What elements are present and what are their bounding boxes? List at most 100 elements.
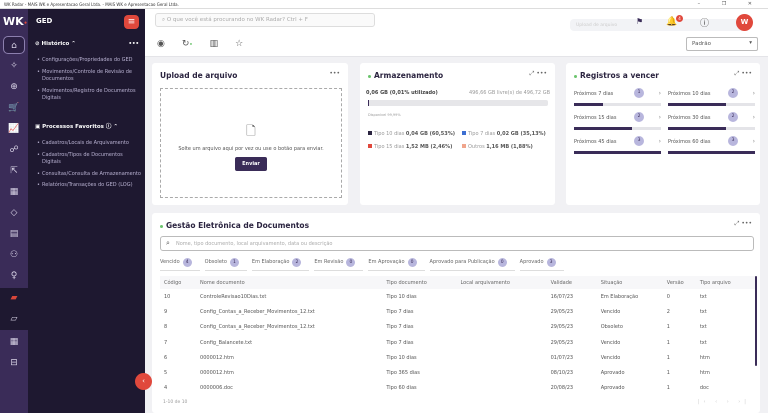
help-icon[interactable]: ⓘ — [700, 19, 710, 29]
sidebar-link[interactable]: Consultas/Consulta de Armazenamento — [37, 171, 141, 179]
building-icon[interactable]: ▥ — [209, 39, 219, 49]
tag-icon[interactable]: ◇ — [10, 208, 18, 218]
chevron-right-icon[interactable]: › — [658, 114, 661, 121]
status-count-badge: 3 — [546, 258, 556, 267]
table-row[interactable]: 6 0000012.htm Tipo 10 dias 01/07/23 Vencido 1… — [160, 350, 756, 365]
document-export-icon[interactable]: ⇱ — [10, 166, 18, 176]
calculator-icon[interactable]: ▦ — [9, 337, 19, 347]
sidebar-link[interactable]: Cadastros/Locais de Arquivamento — [37, 140, 141, 148]
registro-item[interactable]: Próximos 7 dias 1 › — [574, 88, 661, 106]
more-icon[interactable]: ••• — [741, 70, 752, 77]
more-icon[interactable]: ••• — [329, 70, 340, 77]
column-header[interactable]: Nome documento — [196, 276, 383, 289]
chevron-right-icon[interactable]: › — [752, 90, 755, 97]
folder-icon[interactable]: ▱ — [0, 309, 28, 330]
bell-icon[interactable]: 🔔 — [666, 17, 678, 27]
legend-swatch — [462, 131, 466, 135]
expand-icon[interactable]: ⤢ — [734, 220, 740, 227]
flag-icon[interactable]: ⚑ — [636, 17, 644, 26]
eye-icon[interactable]: ◉ — [157, 39, 165, 49]
more-icon[interactable]: ••• — [128, 41, 139, 47]
status-count-badge: 4 — [182, 258, 192, 267]
registro-label: Próximos 30 dias — [668, 115, 711, 121]
status-tab[interactable]: Em Aprovação 0 — [368, 258, 425, 271]
star-icon[interactable]: ☆ — [235, 39, 244, 49]
status-tab[interactable]: Obsoleto 1 — [204, 258, 247, 271]
table-cell — [456, 335, 546, 350]
pagination-controls[interactable]: |‹ ‹ › ›| — [697, 399, 750, 405]
layout-select[interactable]: Padrão — [686, 37, 758, 51]
folder-ged-icon[interactable]: ▰ — [0, 288, 28, 309]
table-cell: 1 — [666, 385, 670, 392]
collapse-sidebar-button[interactable]: ‹ — [135, 373, 152, 390]
global-search-input[interactable]: ⌕ O que você está procurando no WK Radar… — [155, 13, 375, 27]
expand-icon[interactable]: ⤢ — [734, 70, 740, 77]
lightbulb-icon[interactable]: ♀ — [10, 271, 18, 281]
info-icon[interactable]: ⓘ — [105, 124, 112, 130]
registro-item[interactable]: Próximos 10 dias 2 › — [668, 88, 755, 106]
column-header[interactable]: Código — [160, 276, 197, 289]
upload-dropzone[interactable]: 🗋 Solte um arquivo aqui por vez ou use o… — [160, 88, 342, 198]
refresh-icon[interactable]: ↻• — [181, 39, 193, 49]
sidebar-link[interactable]: Movimentos/Registro de Documentos Digita… — [37, 88, 141, 103]
registro-item[interactable]: Próximos 45 dias 3 › — [574, 136, 661, 154]
people-icon[interactable]: ⚇ — [9, 250, 19, 260]
sidebar-panel: GED ≡ ⊘ Histórico ⌃••• Configurações/Pro… — [28, 9, 145, 413]
avatar[interactable]: W — [736, 14, 753, 31]
sparkle-icon[interactable]: ✧ — [10, 61, 18, 71]
status-tab[interactable]: Vencido 4 — [160, 258, 200, 271]
table-scrollbar[interactable] — [755, 276, 757, 366]
network-icon[interactable]: ☍ — [9, 145, 19, 155]
registro-item[interactable]: Próximos 30 dias 2 › — [668, 112, 755, 130]
status-tab[interactable]: Em Elaboração 2 — [251, 258, 310, 271]
status-tab[interactable]: Aprovado 3 — [519, 258, 564, 271]
column-header[interactable]: Tipo arquivo — [695, 276, 756, 289]
table-cell: 29/05/23 — [550, 324, 574, 331]
column-header[interactable]: Situação — [596, 276, 663, 289]
favorites-section-header[interactable]: ▣ Processos Favoritos ⓘ ⌃ — [35, 124, 118, 130]
table-cell — [456, 365, 546, 380]
column-header[interactable]: Validade — [546, 276, 597, 289]
chart-icon[interactable]: 📈 — [8, 124, 20, 134]
column-header[interactable]: Versão — [662, 276, 696, 289]
chevron-right-icon[interactable]: › — [658, 138, 661, 145]
table-row[interactable]: 8 Config_Contas_a_Receber_Movimentos_12.t… — [160, 320, 756, 335]
table-row[interactable]: 10 ControleRevisao10Dias.txt Tipo 10 dias 1… — [160, 289, 756, 304]
notebook-icon[interactable]: ▤ — [9, 229, 19, 239]
table-row[interactable]: 9 Config_Contas_a_Receber_Movimentos_12.t… — [160, 304, 756, 319]
table-row[interactable]: 4 0000006.doc Tipo 60 dias 20/08/23 Aprovado… — [160, 381, 756, 396]
sidebar-link[interactable]: Configurações/Propriedades do GED — [37, 57, 141, 65]
registro-count: 2 — [728, 112, 738, 122]
home-icon[interactable]: ⌂ — [3, 36, 25, 54]
history-section-header[interactable]: ⊘ Histórico ⌃ ••• — [35, 41, 139, 47]
sidebar-link[interactable]: Relatórios/Transações do GED (LOG) — [37, 182, 141, 190]
table-cell: 0000012.htm — [200, 354, 234, 361]
more-icon[interactable]: ••• — [741, 220, 752, 227]
chevron-right-icon[interactable]: › — [658, 90, 661, 97]
column-header[interactable]: Local arquivamento — [456, 276, 547, 289]
registro-item[interactable]: Próximos 15 dias 2 › — [574, 112, 661, 130]
pagination-info: 1-10 de 10 — [163, 400, 188, 405]
table-row[interactable]: 5 0000012.htm Tipo 365 dias 08/10/23 Aprovad… — [160, 365, 756, 380]
status-tab[interactable]: Aprovado para Publicação 0 — [429, 258, 515, 271]
status-tab[interactable]: Em Revisão 0 — [314, 258, 364, 271]
sidebar-link[interactable]: Cadastros/Tipos de Documentos Digitais — [37, 152, 141, 167]
window-controls[interactable]: – ❐ ✕ — [697, 1, 762, 7]
registro-item[interactable]: Próximos 60 dias 3 › — [668, 136, 755, 154]
chevron-right-icon[interactable]: › — [752, 138, 755, 145]
send-button[interactable]: Enviar — [235, 157, 267, 171]
briefcase-icon[interactable]: ⊟ — [10, 358, 18, 368]
table-row[interactable]: 7 Config_Balancete.txt Tipo 7 dias 29/05/23… — [160, 335, 756, 350]
chevron-right-icon[interactable]: › — [752, 114, 755, 121]
expand-icon[interactable]: ⤢ — [529, 70, 535, 77]
more-icon[interactable]: ••• — [536, 70, 547, 77]
column-header[interactable]: Tipo documento — [382, 276, 457, 289]
cart-icon[interactable]: 🛒 — [8, 103, 20, 113]
plus-circle-icon[interactable]: ⊕ — [10, 82, 18, 92]
table-cell: 1 — [666, 324, 670, 331]
ged-search-input[interactable]: ⌕ Nome, tipo documento, local arquivament… — [160, 236, 754, 251]
status-count-badge: 0 — [497, 258, 507, 267]
calendar-icon[interactable]: ▦ — [9, 187, 19, 197]
sidebar-link[interactable]: Movimentos/Controle de Revisão de Docume… — [37, 69, 141, 84]
menu-button[interactable]: ≡ — [124, 15, 139, 29]
